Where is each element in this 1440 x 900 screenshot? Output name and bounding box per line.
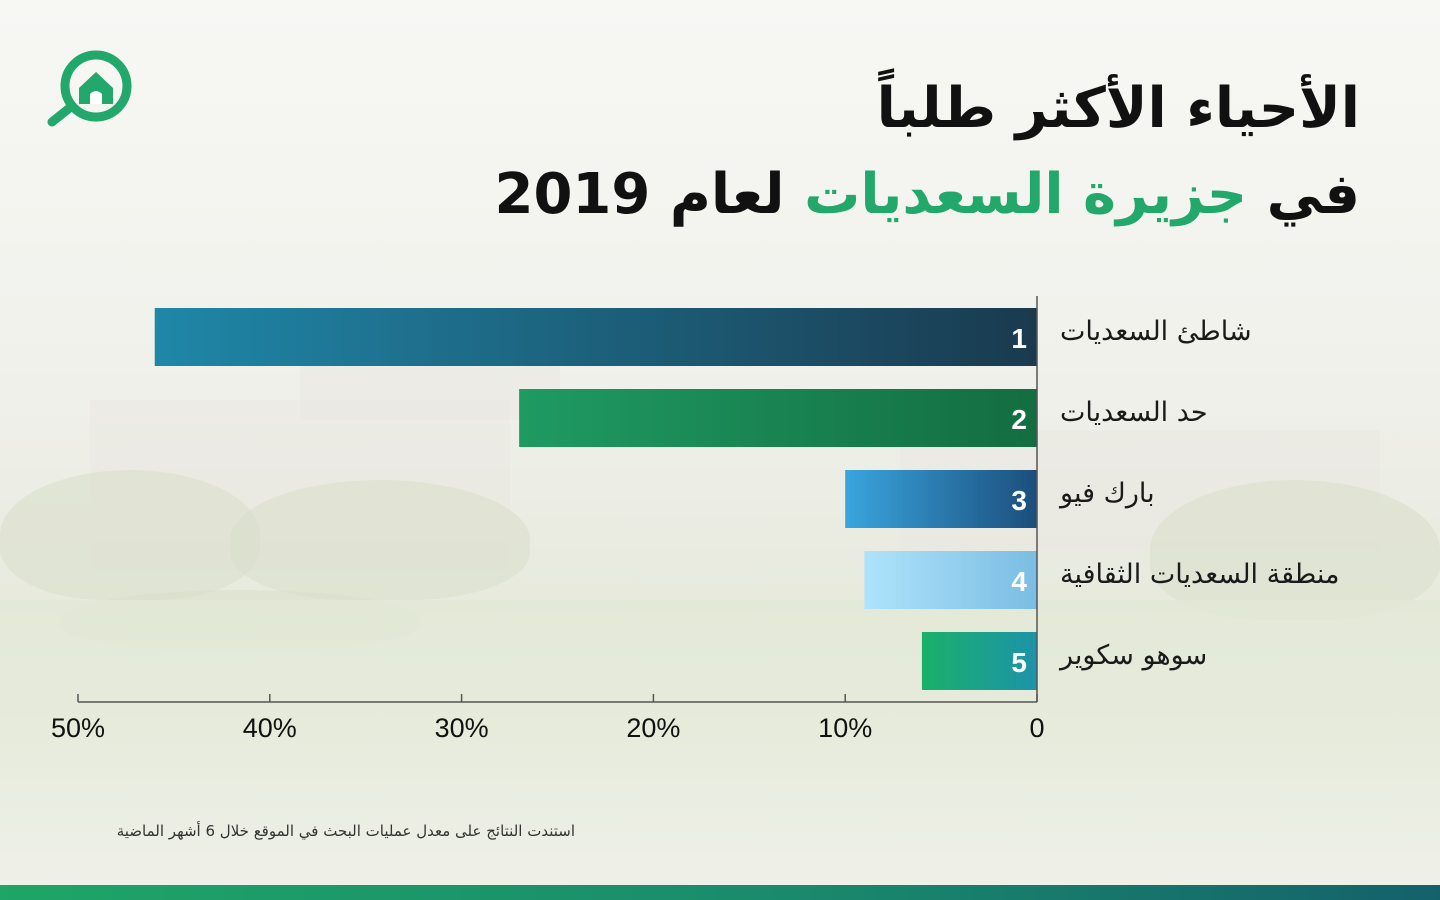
bar-rank-label: 1 (1011, 323, 1027, 354)
bar-rank-label: 2 (1011, 404, 1027, 435)
x-tick-label: 40% (243, 713, 297, 743)
title-highlight: جزيرة السعديات (804, 162, 1248, 227)
bar-chart: 1 2 3 4 5 0 10% 20% 30% 40% 50% (51, 296, 1045, 743)
bar-rank-label: 3 (1011, 485, 1027, 516)
category-label: شاطئ السعديات (1060, 316, 1252, 347)
page-title: الأحياء الأكثر طلباً في جزيرة السعديات ل… (495, 66, 1361, 238)
bottom-accent-bar (0, 885, 1440, 900)
title-line-1: الأحياء الأكثر طلباً (876, 76, 1360, 141)
category-label: سوهو سكوير (1060, 640, 1208, 671)
x-tick-label: 30% (435, 713, 489, 743)
bar-5 (921, 632, 1037, 690)
category-label: حد السعديات (1060, 397, 1208, 428)
bar-rank-label: 5 (1011, 647, 1027, 678)
bar-4 (864, 551, 1037, 609)
x-tick-label: 10% (818, 713, 872, 743)
category-label: بارك فيو (1060, 478, 1155, 509)
x-tick-label: 20% (626, 713, 680, 743)
title-prefix: في (1266, 162, 1360, 227)
x-tick-label: 0 (1029, 713, 1044, 743)
bar-rank-label: 4 (1011, 566, 1027, 597)
bar-3 (845, 470, 1037, 528)
footnote: استندت النتائج على معدل عمليات البحث في … (116, 822, 575, 840)
title-line-2: في جزيرة السعديات لعام 2019 (495, 152, 1361, 238)
x-tick-label: 50% (51, 713, 105, 743)
title-suffix: لعام 2019 (494, 162, 785, 227)
category-label: منطقة السعديات الثقافية (1060, 559, 1340, 590)
search-home-logo-icon (47, 50, 132, 127)
bar-2 (519, 389, 1037, 447)
bar-1 (154, 308, 1038, 366)
